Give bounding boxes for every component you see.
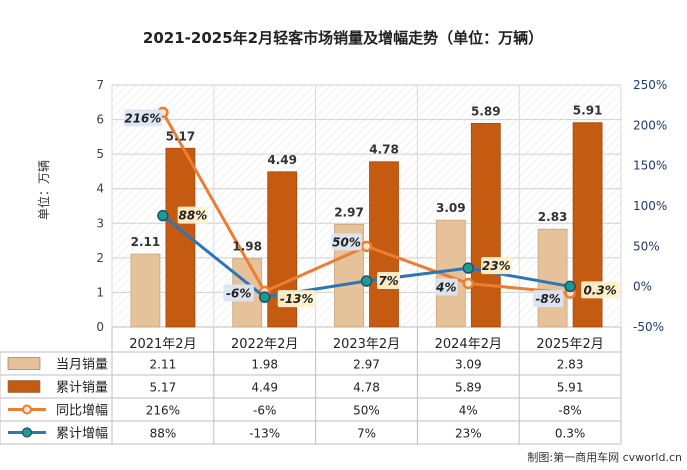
table-cell: 2.11 [150, 358, 177, 372]
y-tick-label: 1 [96, 285, 104, 299]
table-cell: 5.89 [455, 381, 482, 395]
line-label-box [177, 206, 209, 224]
line-data-label: 4% [435, 280, 456, 294]
table-cell: 7% [357, 427, 376, 441]
line-label-box [377, 272, 400, 290]
line-label-box [223, 284, 254, 302]
bar-data-label: 4.78 [369, 143, 399, 157]
line-label-box [581, 281, 620, 299]
line-label-box [481, 257, 512, 275]
cumulative-growth-point [564, 280, 576, 293]
table-cell: 50% [353, 404, 380, 418]
category-label: 2025年2月 [536, 337, 603, 352]
bar-data-label: 5.91 [573, 104, 603, 118]
line-data-label: -8% [535, 292, 560, 306]
table-cell: 2.83 [557, 358, 584, 372]
legend-label: 累计增幅 [56, 427, 108, 442]
legend-label: 累计销量 [56, 381, 108, 396]
bar-monthly-sales [130, 253, 161, 328]
y-tick-label: 6 [96, 113, 104, 127]
table-cell: 4.78 [353, 381, 380, 395]
legend-label: 当月销量 [56, 358, 108, 373]
line-label-box [434, 278, 458, 296]
y-axis-label: 单位：万辆 [36, 160, 51, 220]
cumulative-growth-point [360, 275, 373, 287]
table-cell: 5.17 [150, 381, 177, 395]
table-cell: 0.3% [555, 427, 586, 441]
y2-tick-label: -50% [633, 320, 664, 334]
y-tick-label: 0 [96, 320, 104, 334]
line-data-label: 23% [482, 259, 511, 273]
table-cell: 5.91 [557, 381, 584, 395]
table-cell: -8% [558, 404, 581, 418]
category-label: 2024年2月 [435, 337, 502, 352]
y2-tick-label: 250% [633, 78, 667, 92]
bar-data-label: 1.98 [232, 240, 262, 254]
table-cell: 1.98 [251, 358, 278, 372]
legend-label: 同比增幅 [56, 404, 108, 419]
line-label-box [277, 290, 316, 308]
table-cell: 23% [455, 427, 482, 441]
category-label: 2021年2月 [129, 337, 196, 352]
line-data-label: 7% [378, 274, 398, 288]
yoy-growth-point [360, 240, 373, 253]
y2-tick-label: 100% [633, 199, 667, 213]
legend-marker [22, 404, 32, 415]
category-label: 2023年2月 [333, 337, 400, 352]
bar-data-label: 3.09 [436, 201, 466, 215]
bar-data-label: 2.97 [334, 205, 364, 219]
bar-data-label: 4.49 [267, 153, 297, 167]
line-label-box [532, 290, 564, 308]
bar-data-label: 5.17 [166, 129, 196, 143]
table-cell: 3.09 [455, 358, 482, 372]
y-tick-label: 7 [96, 78, 104, 92]
line-label-box [123, 109, 162, 127]
chart-title: 2021-2025年2月轻客市场销量及增幅走势（单位：万辆） [143, 29, 543, 47]
line-data-label: 216% [124, 111, 161, 125]
table-cell: 216% [146, 404, 180, 418]
table-cell: -13% [249, 427, 280, 441]
y-tick-label: 2 [96, 251, 104, 265]
table-cell: 4% [459, 404, 478, 418]
y2-tick-label: 200% [633, 118, 667, 132]
table-cell: -6% [253, 404, 276, 418]
line-data-label: -13% [280, 292, 314, 306]
yoy-growth-point [462, 277, 475, 290]
line-data-label: -6% [226, 287, 251, 301]
table-cell: 4.49 [251, 381, 278, 395]
cumulative-growth-point [462, 262, 475, 274]
line-data-label: 0.3% [583, 283, 616, 297]
cumulative-growth-point [157, 209, 169, 222]
bar-data-label: 5.89 [471, 104, 501, 118]
bar-monthly-sales [537, 228, 568, 328]
legend-marker [21, 427, 33, 438]
legend-swatch-bar [7, 357, 41, 370]
line-data-label: 50% [332, 235, 361, 249]
y-tick-label: 3 [96, 216, 104, 230]
y-tick-label: 5 [96, 147, 104, 161]
line-label-box [331, 233, 362, 251]
table-cell: 88% [150, 427, 177, 441]
bar-data-label: 2.11 [131, 235, 161, 249]
legend-swatch-bar [7, 380, 41, 393]
category-label: 2022年2月 [231, 337, 298, 352]
line-data-label: 88% [179, 209, 208, 223]
y2-tick-label: 150% [633, 159, 667, 173]
source-note: 制图:第一商用车网 cvworld.cn [527, 450, 682, 464]
table-cell: 2.97 [353, 358, 380, 372]
y2-tick-label: 50% [633, 239, 660, 253]
y-tick-label: 4 [96, 182, 104, 196]
cumulative-growth-point [258, 291, 271, 303]
bar-cumulative-sales [369, 161, 399, 328]
bar-data-label: 2.83 [538, 210, 568, 224]
y2-tick-label: 0% [633, 280, 652, 294]
bar-cumulative-sales [470, 122, 501, 328]
